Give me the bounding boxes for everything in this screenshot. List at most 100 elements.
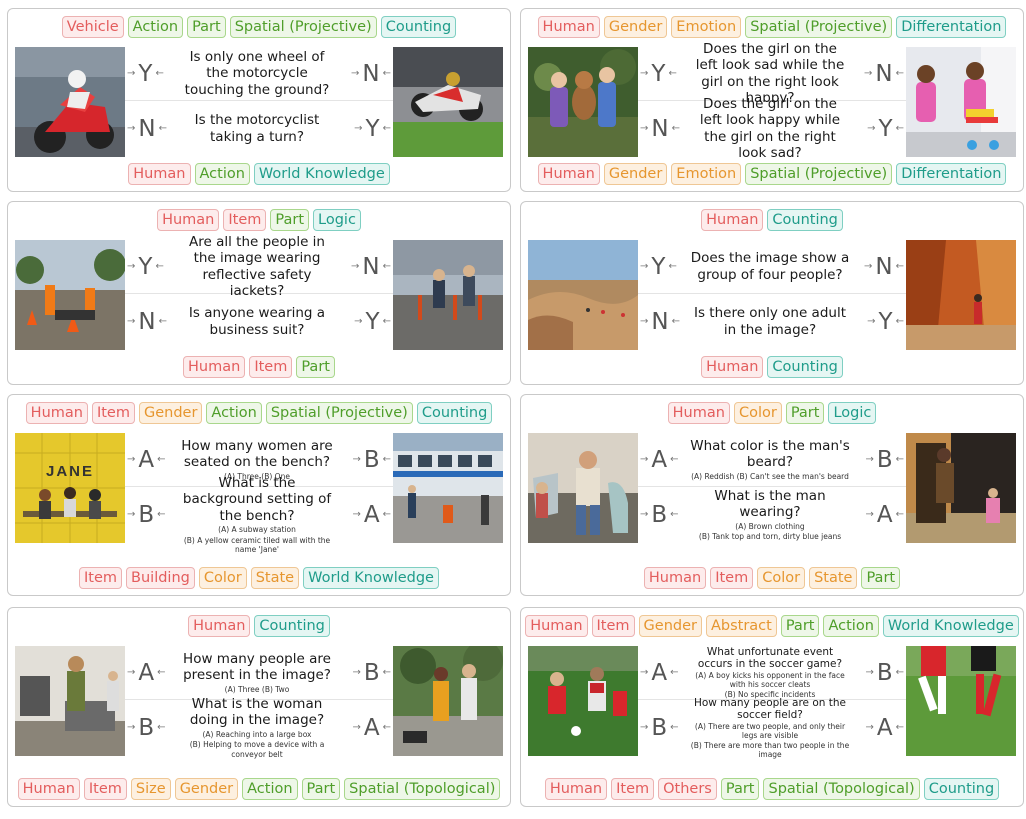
- answer-options: (B) There are more than two people in th…: [690, 740, 850, 759]
- left-answer-letter: Y: [651, 253, 666, 280]
- arrow-right-icon: →: [867, 123, 876, 134]
- question-block: How many people are present in the image…: [177, 646, 337, 699]
- right-image: [393, 47, 503, 157]
- skill-tag: Part: [785, 402, 825, 424]
- skill-tag: Counting: [380, 16, 457, 38]
- right-answer: → N ←: [854, 240, 904, 293]
- question-block: Is anyone wearing a business suit?: [177, 295, 337, 348]
- skill-tag: Abstract: [705, 615, 777, 637]
- bottom-tag-row: Human Item Part: [8, 356, 510, 378]
- skill-tag: Part: [780, 615, 820, 637]
- question-row: → N ← Does the girl on the left look happy …: [638, 96, 906, 161]
- skill-tag: Human: [183, 356, 246, 378]
- bottom-tag-row: Human Item Others Part Spatial (Topological)…: [521, 778, 1023, 800]
- top-tag-row: Human Counting: [521, 209, 1023, 231]
- skill-tag: Differentation: [896, 163, 1007, 185]
- right-answer-letter: Y: [878, 115, 893, 142]
- arrow-left-icon: ←: [382, 722, 391, 733]
- example-panel: Human Counting Human Counting → Y ← Does the im…: [520, 201, 1024, 385]
- skill-tag: Part: [270, 209, 310, 231]
- example-panel: Human Counting Human Item Size Gender Action Pa…: [7, 607, 511, 807]
- bottom-tag-row: Human Item Color State Part: [521, 567, 1023, 589]
- example-panel: Human Item Gender Action Spatial (Projective…: [7, 394, 511, 596]
- left-answer: → N ←: [127, 102, 177, 155]
- arrow-right-icon: →: [640, 454, 649, 465]
- right-answer-letter: N: [875, 60, 893, 87]
- left-answer-letter: N: [138, 115, 156, 142]
- question-row: → A ← What unfortunate event occurs in the …: [638, 646, 906, 700]
- right-answer-letter: N: [362, 253, 380, 280]
- skill-tag: Size: [130, 778, 171, 800]
- question-text: What color is the man's beard?: [690, 437, 850, 471]
- arrow-left-icon: ←: [895, 667, 904, 678]
- skill-tag: Human: [701, 356, 764, 378]
- right-answer: → B ←: [854, 433, 904, 486]
- right-answer-letter: Y: [365, 115, 380, 142]
- skill-tag: Counting: [254, 615, 330, 637]
- answer-options: (B) A yellow ceramic tiled wall with the…: [183, 535, 331, 555]
- question-text: Is there only one adult in the image?: [693, 305, 846, 338]
- arrow-left-icon: ←: [670, 454, 679, 465]
- right-answer: → A ←: [854, 701, 904, 754]
- left-answer-letter: B: [651, 501, 668, 528]
- left-answer: → A ←: [127, 433, 177, 486]
- arrow-left-icon: ←: [382, 68, 391, 79]
- example-panel: Vehicle Action Part Spatial (Projective) Cou…: [7, 8, 511, 192]
- arrow-right-icon: →: [865, 722, 874, 733]
- skill-tag: Emotion: [671, 163, 742, 185]
- arrow-right-icon: →: [127, 123, 136, 134]
- skill-tag: Emotion: [671, 16, 742, 38]
- skill-tag: Spatial (Projective): [745, 16, 893, 38]
- arrow-left-icon: ←: [895, 722, 904, 733]
- skill-tag: Human: [537, 163, 600, 185]
- answer-options: (A) Brown clothing: [735, 521, 805, 531]
- skill-tag: Color: [198, 567, 247, 589]
- question-row: → A ← How many people are present in the im…: [125, 646, 393, 700]
- question-text: How many people are present in the image…: [183, 650, 331, 684]
- bottom-tag-row: Human Gender Emotion Spatial (Projective) Di…: [521, 163, 1023, 185]
- right-answer: → N ←: [341, 47, 391, 100]
- question-text: What is the woman doing in the image?: [189, 695, 325, 729]
- answer-options: (A) Reddish (B) Can't see the man's bear…: [691, 471, 849, 481]
- arrow-left-icon: ←: [668, 261, 677, 272]
- arrow-left-icon: ←: [155, 68, 164, 79]
- left-answer-letter: N: [651, 308, 669, 335]
- question-block: Are all the people in the image wearing …: [177, 234, 337, 300]
- skill-tag: Color: [733, 402, 782, 424]
- question-block: Does the girl on the left look sad while…: [690, 41, 850, 107]
- left-answer: → B ←: [127, 701, 177, 754]
- arrow-right-icon: →: [354, 123, 363, 134]
- skill-tag: Vehicle: [61, 16, 124, 38]
- right-answer: → A ←: [341, 488, 391, 541]
- question-block: What is the man wearing? (A) Brown clothi…: [690, 488, 850, 542]
- top-tag-row: Human Gender Emotion Spatial (Projective) Di…: [521, 16, 1023, 38]
- arrow-left-icon: ←: [895, 454, 904, 465]
- arrow-left-icon: ←: [670, 667, 679, 678]
- arrow-right-icon: →: [352, 722, 361, 733]
- arrow-left-icon: ←: [382, 123, 391, 134]
- left-answer-letter: B: [138, 501, 155, 528]
- arrow-left-icon: ←: [895, 509, 904, 520]
- top-tag-row: Human Item Gender Abstract Part Action World K…: [521, 615, 1023, 637]
- right-answer-letter: B: [363, 659, 380, 686]
- skill-tag: Color: [757, 567, 806, 589]
- right-answer: → A ←: [854, 488, 904, 541]
- left-image: [15, 240, 125, 350]
- skill-tag: Part: [301, 778, 341, 800]
- skill-tag: Gender: [174, 778, 239, 800]
- answer-options: (B) Helping to move a device with a conv…: [189, 740, 325, 759]
- question-block: Does the image show a group of four peop…: [690, 240, 850, 293]
- arrow-right-icon: →: [127, 316, 136, 327]
- right-image: [393, 646, 503, 756]
- answer-options: (A) A boy kicks his opponent in the face…: [695, 671, 845, 689]
- skill-tag: Item: [710, 567, 754, 589]
- question-row: → N ← Is anyone wearing a business suit? → Y ←: [125, 295, 393, 348]
- left-answer: → N ←: [640, 295, 690, 348]
- skill-tag: Item: [249, 356, 293, 378]
- right-image: [393, 433, 503, 543]
- left-answer-letter: N: [138, 308, 156, 335]
- question-block: Is there only one adult in the image?: [690, 295, 850, 348]
- left-answer: → Y ←: [640, 47, 690, 100]
- example-panel: Human Color Part Logic Human Item Color State Pa…: [520, 394, 1024, 596]
- left-image: [15, 47, 125, 157]
